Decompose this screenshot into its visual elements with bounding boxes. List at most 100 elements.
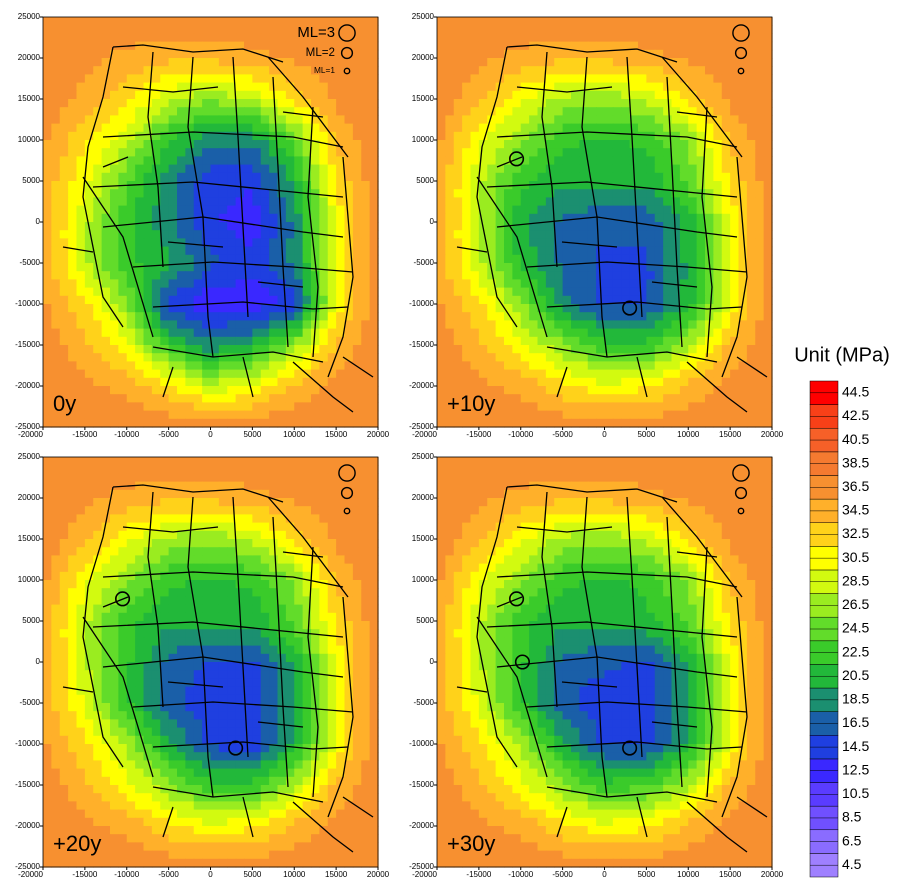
field-cell <box>646 66 656 75</box>
field-cell <box>336 514 346 524</box>
field-cell <box>118 263 128 272</box>
field-cell <box>352 345 362 354</box>
field-cell <box>118 530 128 540</box>
field-cell <box>596 140 606 149</box>
field-cell <box>713 172 723 182</box>
field-cell <box>277 107 287 116</box>
field-cell <box>168 263 178 272</box>
field-cell <box>738 418 748 428</box>
field-cell <box>336 287 346 297</box>
field-cell <box>235 377 245 387</box>
field-cell <box>462 49 472 59</box>
field-cell <box>68 123 78 133</box>
field-cell <box>84 287 94 297</box>
field-cell <box>596 394 606 403</box>
field-cell <box>746 336 756 346</box>
field-cell <box>244 506 253 515</box>
field-cell <box>126 645 136 655</box>
field-cell <box>244 25 253 34</box>
field-cell <box>327 394 337 403</box>
field-cell <box>369 90 379 100</box>
field-cell <box>629 402 639 412</box>
field-cell <box>84 271 94 280</box>
field-cell <box>126 320 136 330</box>
field-cell <box>285 271 295 280</box>
field-cell <box>327 107 337 116</box>
field-cell <box>746 148 756 157</box>
field-cell <box>638 361 647 371</box>
field-cell <box>571 369 580 379</box>
field-cell <box>68 131 78 141</box>
field-cell <box>336 539 346 548</box>
field-cell <box>638 328 647 338</box>
field-cell <box>361 304 371 313</box>
field-cell <box>84 386 94 395</box>
field-cell <box>143 580 153 589</box>
field-cell <box>679 17 689 26</box>
field-cell <box>587 254 597 264</box>
field-cell <box>621 295 631 305</box>
field-cell <box>453 320 463 330</box>
field-cell <box>361 246 371 256</box>
field-cell <box>68 612 78 622</box>
field-cell <box>218 345 228 354</box>
field-cell <box>260 140 270 149</box>
field-cell <box>193 312 203 321</box>
field-cell <box>202 604 212 614</box>
field-cell <box>135 197 145 207</box>
field-cell <box>43 131 52 141</box>
field-cell <box>110 164 119 174</box>
field-cell <box>294 156 304 166</box>
field-cell <box>587 328 597 338</box>
field-cell <box>671 17 681 26</box>
field-cell <box>43 66 52 75</box>
field-cell <box>59 58 69 67</box>
field-cell <box>571 304 580 313</box>
field-cell <box>646 115 656 125</box>
field-cell <box>646 410 656 420</box>
field-cell <box>51 304 61 313</box>
field-cell <box>453 361 463 371</box>
field-cell <box>235 279 245 289</box>
field-cell <box>512 377 522 387</box>
field-cell <box>302 394 312 403</box>
field-cell <box>437 263 446 272</box>
field-cell <box>143 498 153 507</box>
field-cell <box>118 312 128 321</box>
field-cell <box>168 498 178 507</box>
field-cell <box>76 41 86 51</box>
field-cell <box>587 336 597 346</box>
field-cell <box>721 295 731 305</box>
field-cell <box>59 246 69 256</box>
field-cell <box>721 279 731 289</box>
field-cell <box>294 99 304 108</box>
field-cell <box>663 115 673 125</box>
field-cell <box>529 377 539 387</box>
field-cell <box>244 361 253 371</box>
field-cell <box>168 172 178 182</box>
field-cell <box>118 230 128 239</box>
field-cell <box>604 304 614 313</box>
field-cell <box>311 74 320 84</box>
field-cell <box>512 263 522 272</box>
field-cell <box>520 172 530 182</box>
field-cell <box>629 148 639 157</box>
field-cell <box>470 353 480 362</box>
field-cell <box>151 58 161 67</box>
legend-label: ML=2 <box>306 46 335 59</box>
field-cell <box>713 213 723 223</box>
field-cell <box>596 312 606 321</box>
field-cell <box>352 481 362 491</box>
field-cell <box>369 361 379 371</box>
field-cell <box>126 271 136 280</box>
field-cell <box>705 328 714 338</box>
field-cell <box>227 514 237 524</box>
field-cell <box>218 514 228 524</box>
field-cell <box>487 418 497 428</box>
field-cell <box>135 418 145 428</box>
field-cell <box>679 213 689 223</box>
field-cell <box>252 386 262 395</box>
field-cell <box>344 164 354 174</box>
field-cell <box>495 279 505 289</box>
field-cell <box>143 571 153 581</box>
